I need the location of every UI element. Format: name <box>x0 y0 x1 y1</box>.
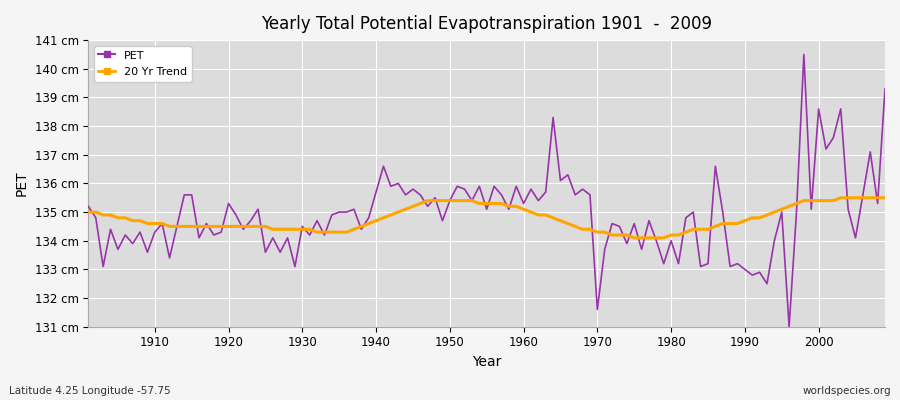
Text: worldspecies.org: worldspecies.org <box>803 386 891 396</box>
Y-axis label: PET: PET <box>15 171 29 196</box>
Legend: PET, 20 Yr Trend: PET, 20 Yr Trend <box>94 46 192 82</box>
Title: Yearly Total Potential Evapotranspiration 1901  -  2009: Yearly Total Potential Evapotranspiratio… <box>261 15 712 33</box>
X-axis label: Year: Year <box>472 355 501 369</box>
Text: Latitude 4.25 Longitude -57.75: Latitude 4.25 Longitude -57.75 <box>9 386 171 396</box>
